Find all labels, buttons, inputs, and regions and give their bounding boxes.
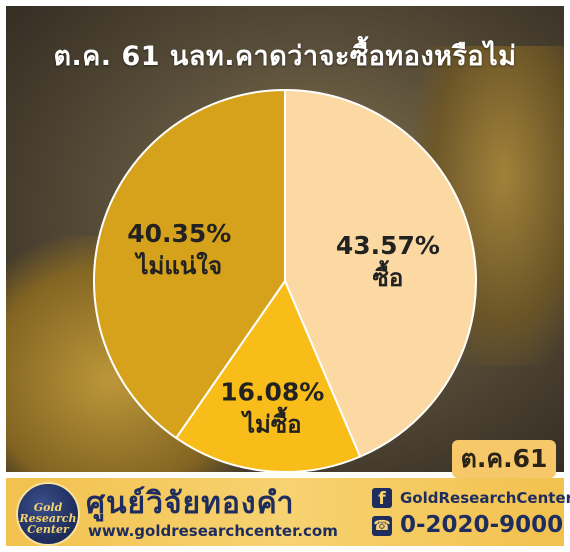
brand-name: ศูนย์วิจัยทองคำ: [86, 486, 295, 521]
facebook-icon: f: [372, 488, 392, 509]
slice-value-label: 16.08%: [220, 377, 324, 406]
pie-slice: [93, 88, 286, 440]
slice-value-label: 43.57%: [336, 231, 440, 260]
slice-category-label: ไม่ซื้อ: [240, 405, 302, 438]
facebook-page[interactable]: GoldResearchCenter: [400, 489, 570, 507]
date-badge: ต.ค.61: [452, 440, 556, 478]
pie-slice: [174, 278, 362, 473]
pie-slices: [93, 88, 477, 473]
website-url[interactable]: www.goldresearchcenter.com: [88, 522, 338, 540]
chart-title: ต.ค. 61 นลท.คาดว่าจะซื้อทองหรือไม่: [53, 41, 517, 72]
footer-banner: Gold Research Center ศูนย์วิจัยทองคำ www…: [6, 478, 570, 546]
slice-value-label: 40.35%: [127, 219, 231, 248]
slice-category-label: ซื้อ: [373, 259, 404, 292]
pie-slice: [284, 88, 477, 458]
logo-text: Gold Research Center: [19, 501, 77, 536]
slice-category-label: ไม่แน่ใจ: [133, 251, 222, 280]
phone-icon: ☎: [372, 516, 392, 536]
phone-number: 0-2020-9000: [400, 512, 564, 538]
gold-research-center-logo: Gold Research Center: [16, 482, 80, 546]
pie-labels: 43.57%ซื้อ 16.08%ไม่ซื้อ 40.35% ไม่แน่ใจ: [127, 219, 440, 438]
